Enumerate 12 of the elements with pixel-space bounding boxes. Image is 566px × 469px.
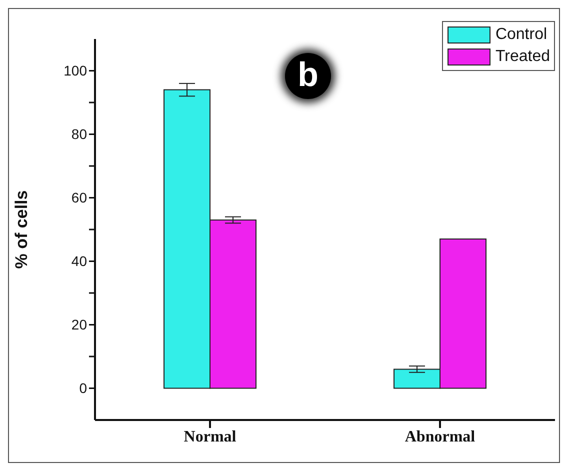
y-tick-label: 40: [71, 253, 88, 270]
legend-label: Treated: [495, 48, 550, 66]
y-tick-label: 60: [71, 190, 88, 206]
y-tick-label: 100: [64, 62, 88, 79]
y-tick-label: 0: [79, 380, 88, 396]
x-tick-label: Normal: [184, 428, 237, 446]
y-axis-title: % of cells: [12, 190, 32, 269]
x-tick-label: Abnormal: [404, 428, 476, 446]
y-tick-label: 20: [71, 316, 88, 333]
panel-label-badge: b: [285, 53, 331, 99]
y-tick-label: 80: [71, 126, 88, 142]
legend-label: Control: [495, 26, 548, 44]
